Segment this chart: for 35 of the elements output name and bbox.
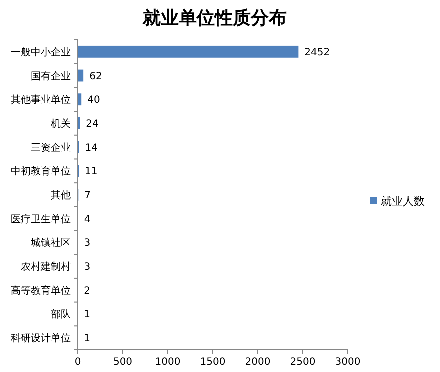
data-label: 11	[84, 166, 98, 178]
y-tick-label: 高等教育单位	[11, 284, 71, 297]
y-tick-label: 城镇社区	[30, 237, 71, 250]
x-tick-label: 2500	[290, 357, 316, 368]
data-label: 62	[90, 71, 102, 82]
data-label: 24	[86, 118, 99, 130]
data-label: 40	[88, 95, 100, 106]
x-tick-label: 3000	[335, 357, 361, 368]
data-label: 2	[84, 286, 91, 297]
data-label: 1	[84, 310, 90, 321]
chart-title: 就业单位性质分布	[142, 8, 287, 29]
x-tick-label: 1500	[200, 357, 226, 368]
x-tick-label: 2000	[245, 357, 271, 368]
data-label: 14	[85, 142, 98, 154]
y-tick-label: 三资企业	[31, 142, 71, 154]
data-label: 7	[84, 190, 92, 202]
y-tick-label: 中初教育单位	[11, 166, 71, 178]
y-tick-label: 部队	[51, 308, 71, 321]
y-tick-label: 农村建制村	[21, 261, 71, 274]
y-tick-label: 其他	[51, 190, 71, 202]
y-tick-label: 国有企业	[31, 70, 71, 82]
y-tick-label: 医疗卫生单位	[11, 213, 71, 226]
data-label: 3	[84, 238, 91, 250]
x-tick-label: 0	[74, 357, 82, 368]
legend-label: 就业人数	[381, 194, 425, 208]
y-tick-label: 一般中小企业	[11, 46, 71, 58]
data-label: 4	[84, 214, 91, 226]
data-label: 1	[84, 334, 90, 345]
x-tick-label: 1000	[155, 357, 181, 368]
data-label: 3	[84, 262, 91, 274]
x-tick-label: 500	[113, 357, 133, 368]
y-tick-label: 科研设计单位	[11, 332, 71, 345]
y-tick-label: 机关	[51, 118, 71, 130]
data-label: 2452	[304, 47, 330, 58]
y-tick-label: 其他事业单位	[11, 94, 71, 106]
